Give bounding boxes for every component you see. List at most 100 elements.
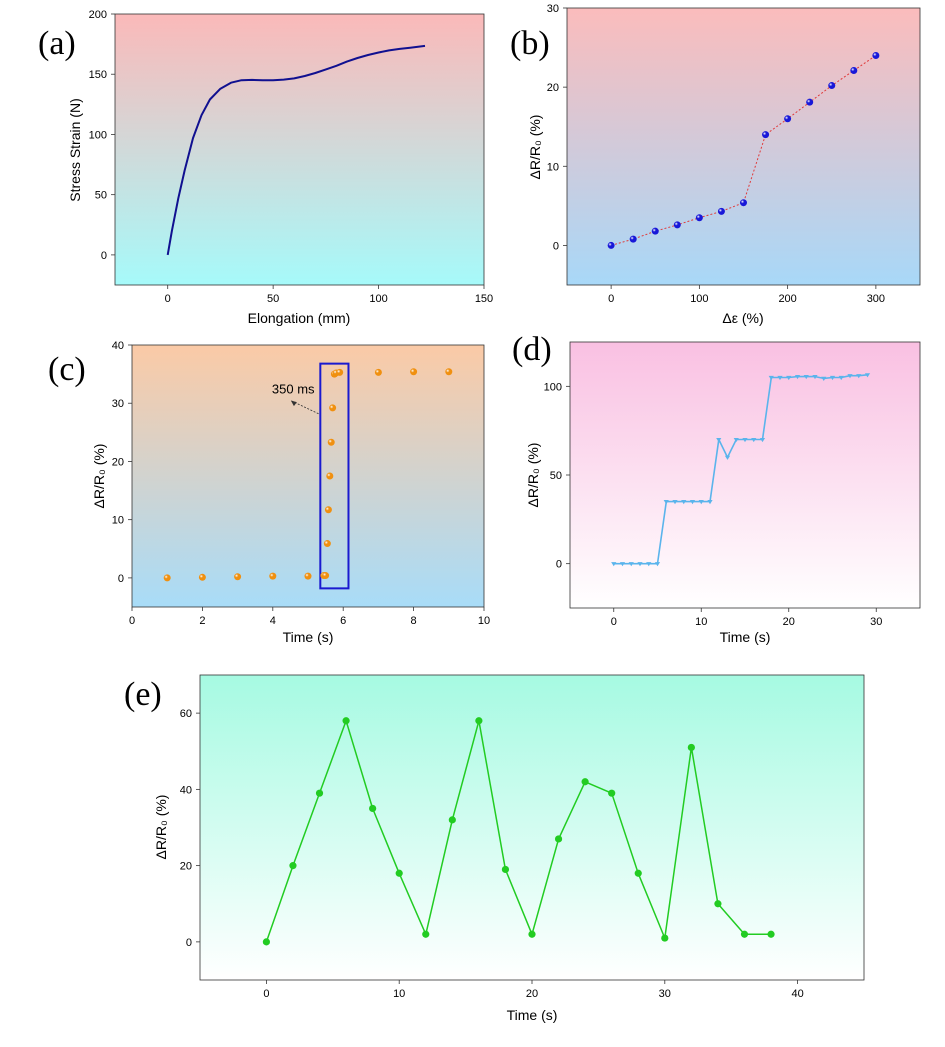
- data-point: [740, 199, 747, 207]
- data-point: [663, 500, 669, 505]
- y-tick-label: 0: [186, 937, 192, 949]
- x-tick-label: 200: [778, 293, 796, 305]
- data-point: [812, 375, 818, 380]
- data-point: [234, 573, 242, 581]
- y-axis-label: ΔR/R₀ (%): [153, 795, 169, 860]
- panel-a: 0 50 100 150 0 50 100 150 200 Elongation (mm) Stre…: [38, 9, 493, 326]
- y-axis-label: Stress Strain (N): [67, 98, 83, 201]
- panel-label: (e): [124, 676, 162, 713]
- data-point: [646, 562, 652, 567]
- data-point: [607, 241, 615, 249]
- panel-label: (b): [510, 25, 550, 62]
- x-tick-label: 40: [791, 988, 803, 1000]
- data-point: [740, 930, 749, 938]
- data-point: [315, 789, 324, 797]
- x-tick-label: 0: [165, 293, 171, 305]
- data-point: [786, 375, 792, 381]
- y-tick-label: 40: [180, 784, 192, 796]
- data-point: [501, 865, 510, 874]
- data-point: [262, 938, 270, 946]
- y-axis-label: ΔR/R₀ (%): [525, 443, 541, 508]
- x-tick-label: 50: [267, 293, 279, 305]
- x-tick-label: 30: [659, 988, 671, 1000]
- data-point: [829, 375, 836, 381]
- x-tick-label: 10: [695, 616, 707, 628]
- x-tick-label: 20: [783, 616, 795, 628]
- data-point: [637, 562, 643, 567]
- data-point: [672, 500, 678, 505]
- data-point: [821, 376, 827, 381]
- annotation-text: 350 ms: [272, 382, 315, 397]
- data-point: [673, 221, 681, 229]
- y-tick-label: 0: [101, 250, 107, 262]
- data-point: [322, 572, 330, 580]
- panel-d: 0 10 20 30 0 50 100 Time (s) ΔR/R₀ (%) (d): [512, 331, 921, 645]
- data-point: [714, 900, 722, 908]
- data-point: [654, 562, 661, 567]
- data-point: [681, 500, 687, 505]
- data-point: [448, 816, 456, 824]
- data-point: [336, 368, 344, 376]
- data-point: [847, 374, 853, 379]
- data-point: [872, 51, 880, 59]
- x-tick-label: 6: [340, 615, 346, 627]
- x-tick-label: 20: [526, 988, 538, 1000]
- data-point: [850, 67, 858, 75]
- data-point: [716, 437, 722, 443]
- data-point: [806, 98, 814, 106]
- data-point: [475, 717, 483, 725]
- data-point: [410, 368, 418, 376]
- x-tick-label: 30: [870, 616, 882, 628]
- y-tick-label: 100: [544, 381, 562, 393]
- data-point: [762, 131, 770, 139]
- data-point: [289, 862, 297, 870]
- highlight-box: [319, 362, 350, 590]
- panel-label: (d): [512, 331, 552, 368]
- data-point: [767, 930, 775, 938]
- series-line: [166, 44, 426, 256]
- panel-b: 0 100 200 300 0 10 20 30 Δε (%) ΔR/R₀ (%) (b): [510, 3, 921, 326]
- data-point: [768, 375, 774, 381]
- data-point: [828, 82, 836, 90]
- plot-area-d: [569, 341, 921, 609]
- x-axis-label: Time (s): [720, 629, 771, 645]
- panel-e: 0 10 20 30 40 0 20 40 60 Time (s) ΔR/R₀ (%) (e): [124, 674, 865, 1023]
- x-tick-label: 4: [270, 615, 276, 627]
- data-point: [304, 572, 312, 580]
- data-point: [608, 789, 616, 797]
- x-tick-label: 0: [263, 988, 269, 1000]
- data-point: [323, 540, 331, 548]
- data-point: [733, 437, 739, 443]
- data-point: [619, 562, 626, 567]
- data-point: [326, 472, 334, 480]
- data-point: [629, 235, 637, 243]
- y-tick-label: 200: [89, 9, 107, 21]
- x-tick-label: 0: [608, 293, 614, 305]
- y-tick-label: 30: [112, 398, 124, 410]
- annotation-arrowhead: [290, 400, 297, 407]
- panel-label: (a): [38, 25, 76, 62]
- x-axis-label: Time (s): [283, 629, 334, 645]
- x-axis-label: Δε (%): [722, 310, 763, 326]
- y-tick-label: 50: [550, 470, 562, 482]
- data-point: [661, 934, 669, 942]
- data-point: [163, 574, 171, 582]
- data-point: [324, 506, 332, 514]
- data-point: [695, 214, 703, 222]
- plot-area-c: [131, 344, 485, 608]
- data-point: [445, 368, 453, 376]
- data-point: [628, 562, 634, 567]
- y-tick-label: 0: [118, 573, 124, 585]
- data-point: [856, 374, 862, 379]
- data-point: [395, 869, 403, 877]
- y-tick-label: 0: [553, 240, 559, 252]
- plot-area-b: [566, 7, 921, 286]
- data-point: [794, 375, 801, 380]
- x-tick-label: 2: [199, 615, 205, 627]
- data-point: [742, 437, 748, 443]
- x-tick-label: 300: [867, 293, 885, 305]
- data-point: [634, 869, 642, 877]
- data-point: [838, 375, 844, 381]
- y-tick-label: 10: [547, 161, 559, 173]
- x-tick-label: 10: [478, 615, 490, 627]
